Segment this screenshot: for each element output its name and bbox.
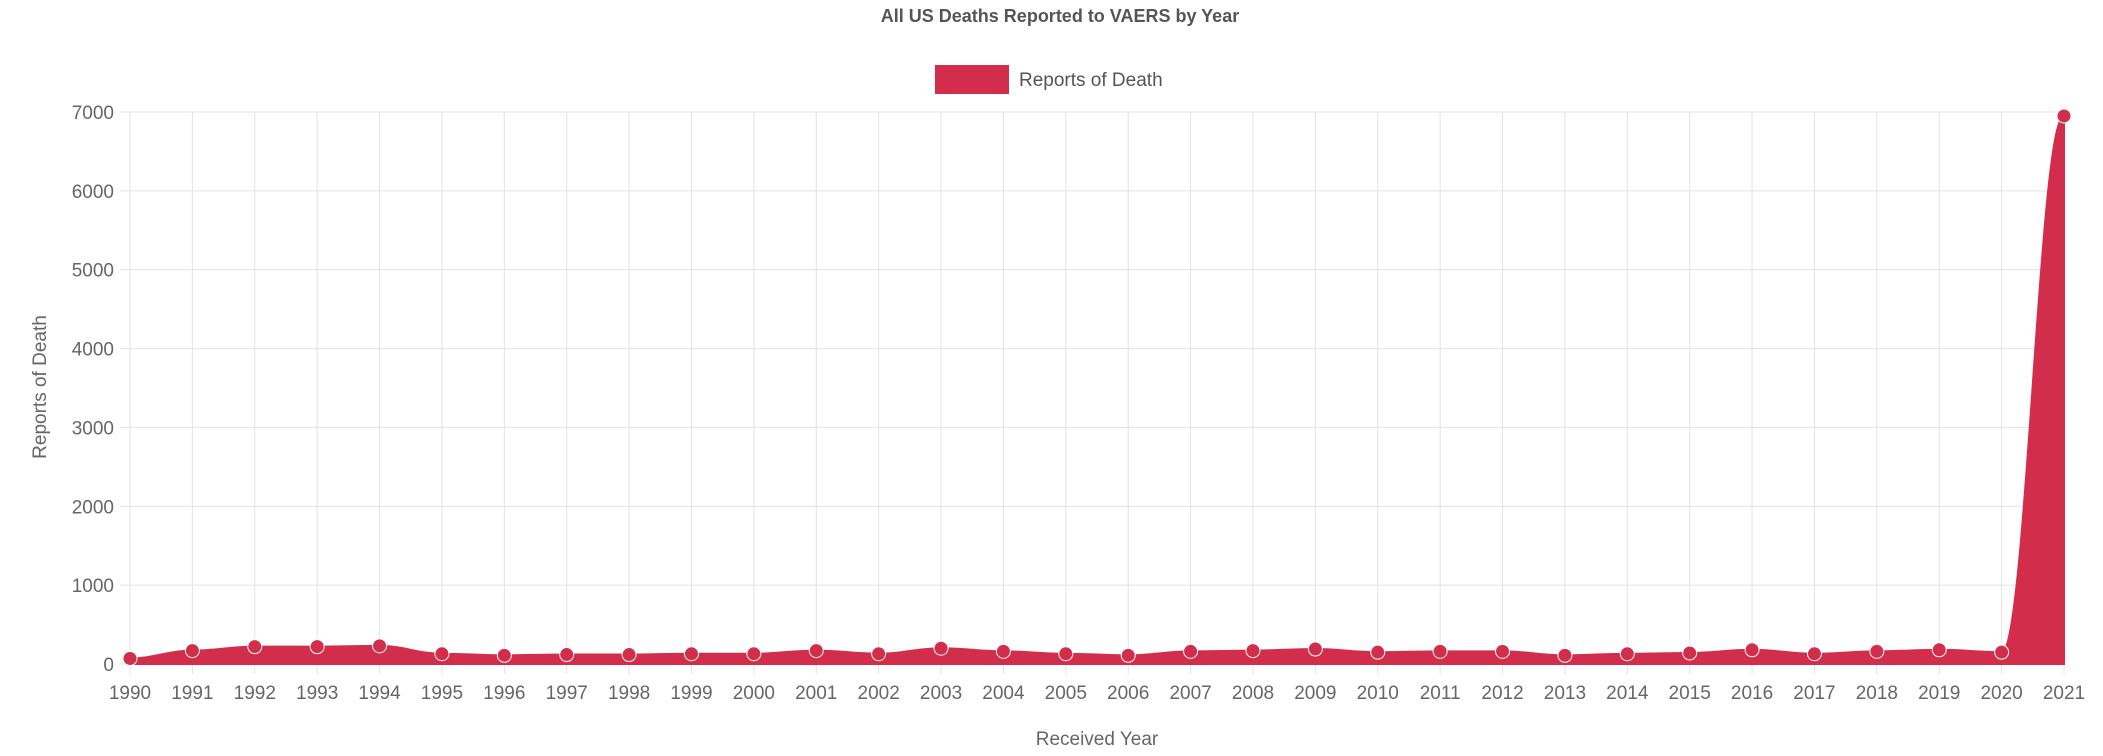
- data-point-2014[interactable]: [1619, 646, 1635, 662]
- x-tick-label: 1991: [171, 683, 213, 704]
- x-tick-label: 2001: [795, 683, 837, 704]
- data-point-1995[interactable]: [434, 646, 450, 662]
- data-point-2002[interactable]: [871, 646, 887, 662]
- data-point-2000[interactable]: [746, 646, 762, 662]
- data-point-2018[interactable]: [1869, 643, 1885, 659]
- x-tick-label: 2014: [1606, 683, 1649, 704]
- data-point-2009[interactable]: [1307, 641, 1323, 657]
- chart-title: All US Deaths Reported to VAERS by Year: [881, 6, 1239, 26]
- x-tick-label: 2004: [982, 683, 1025, 704]
- data-point-2012[interactable]: [1495, 643, 1511, 659]
- data-point-1993[interactable]: [309, 639, 325, 655]
- data-point-2003[interactable]: [933, 640, 949, 656]
- x-tick-label: 2015: [1669, 683, 1711, 704]
- series-points: [122, 108, 2072, 666]
- data-point-2001[interactable]: [808, 643, 824, 659]
- x-axis-ticks: 1990 1991 1992 1993 1994 1995 1996 1997 1998 1999…: [109, 683, 2085, 704]
- y-tick-label: 1000: [72, 576, 114, 597]
- y-tick-label: 2000: [72, 497, 114, 518]
- data-point-1998[interactable]: [621, 647, 637, 663]
- y-tick-label: 4000: [72, 340, 114, 361]
- data-point-2004[interactable]: [995, 643, 1011, 659]
- x-tick-label: 2021: [2043, 683, 2085, 704]
- x-tick-label: 2005: [1045, 683, 1087, 704]
- x-tick-label: 2006: [1107, 683, 1149, 704]
- x-tick-label: 2012: [1481, 683, 1523, 704]
- x-tick-label: 2018: [1856, 683, 1898, 704]
- x-tick-label: 1996: [483, 683, 525, 704]
- x-tick-label: 2002: [858, 683, 900, 704]
- data-point-1990[interactable]: [122, 650, 138, 666]
- series-area: [129, 114, 2065, 665]
- y-axis-title: Reports of Death: [30, 315, 51, 459]
- grid: [120, 111, 2065, 674]
- legend-swatch: [935, 65, 1009, 94]
- data-point-1999[interactable]: [683, 646, 699, 662]
- data-point-2019[interactable]: [1931, 642, 1947, 658]
- data-point-1997[interactable]: [559, 647, 575, 663]
- legend-label: Reports of Death: [1019, 70, 1163, 91]
- x-tick-label: 2003: [920, 683, 962, 704]
- x-tick-label: 2020: [1980, 683, 2022, 704]
- x-axis-title: Received Year: [1036, 729, 1159, 750]
- data-point-2010[interactable]: [1370, 644, 1386, 660]
- data-point-2006[interactable]: [1120, 647, 1136, 663]
- y-tick-label: 6000: [72, 182, 114, 203]
- y-axis-ticks: 0 1000 2000 3000 4000 5000 6000 7000: [72, 103, 114, 676]
- x-tick-label: 2017: [1793, 683, 1835, 704]
- data-point-2017[interactable]: [1806, 646, 1822, 662]
- x-tick-label: 2007: [1169, 683, 1211, 704]
- x-tick-label: 1995: [421, 683, 463, 704]
- x-tick-label: 2000: [733, 683, 775, 704]
- data-point-2013[interactable]: [1557, 647, 1573, 663]
- legend[interactable]: Reports of Death: [935, 65, 1163, 94]
- data-point-1991[interactable]: [184, 643, 200, 659]
- x-tick-label: 2009: [1294, 683, 1336, 704]
- x-tick-label: 2008: [1232, 683, 1274, 704]
- x-tick-label: 2010: [1357, 683, 1399, 704]
- x-tick-label: 2013: [1544, 683, 1586, 704]
- data-point-2016[interactable]: [1744, 642, 1760, 658]
- x-tick-label: 2011: [1420, 683, 1461, 704]
- data-point-1992[interactable]: [247, 639, 263, 655]
- data-point-2011[interactable]: [1432, 643, 1448, 659]
- data-point-2020[interactable]: [1994, 644, 2010, 660]
- data-point-1994[interactable]: [372, 638, 388, 654]
- y-tick-label: 0: [103, 655, 114, 676]
- data-point-2015[interactable]: [1682, 645, 1698, 661]
- x-tick-label: 1997: [546, 683, 588, 704]
- data-point-2005[interactable]: [1058, 646, 1074, 662]
- data-point-2008[interactable]: [1245, 643, 1261, 659]
- y-tick-label: 7000: [72, 103, 114, 124]
- x-tick-label: 1994: [358, 683, 401, 704]
- data-point-2021[interactable]: [2056, 108, 2072, 124]
- x-tick-label: 1990: [109, 683, 151, 704]
- y-tick-label: 5000: [72, 261, 114, 282]
- x-tick-label: 1992: [234, 683, 276, 704]
- x-tick-label: 2019: [1918, 683, 1960, 704]
- x-tick-label: 2016: [1731, 683, 1773, 704]
- x-tick-label: 1999: [670, 683, 712, 704]
- data-point-1996[interactable]: [496, 647, 512, 663]
- x-tick-label: 1998: [608, 683, 650, 704]
- x-tick-label: 1993: [296, 683, 338, 704]
- y-tick-label: 3000: [72, 418, 114, 439]
- data-point-2007[interactable]: [1183, 643, 1199, 659]
